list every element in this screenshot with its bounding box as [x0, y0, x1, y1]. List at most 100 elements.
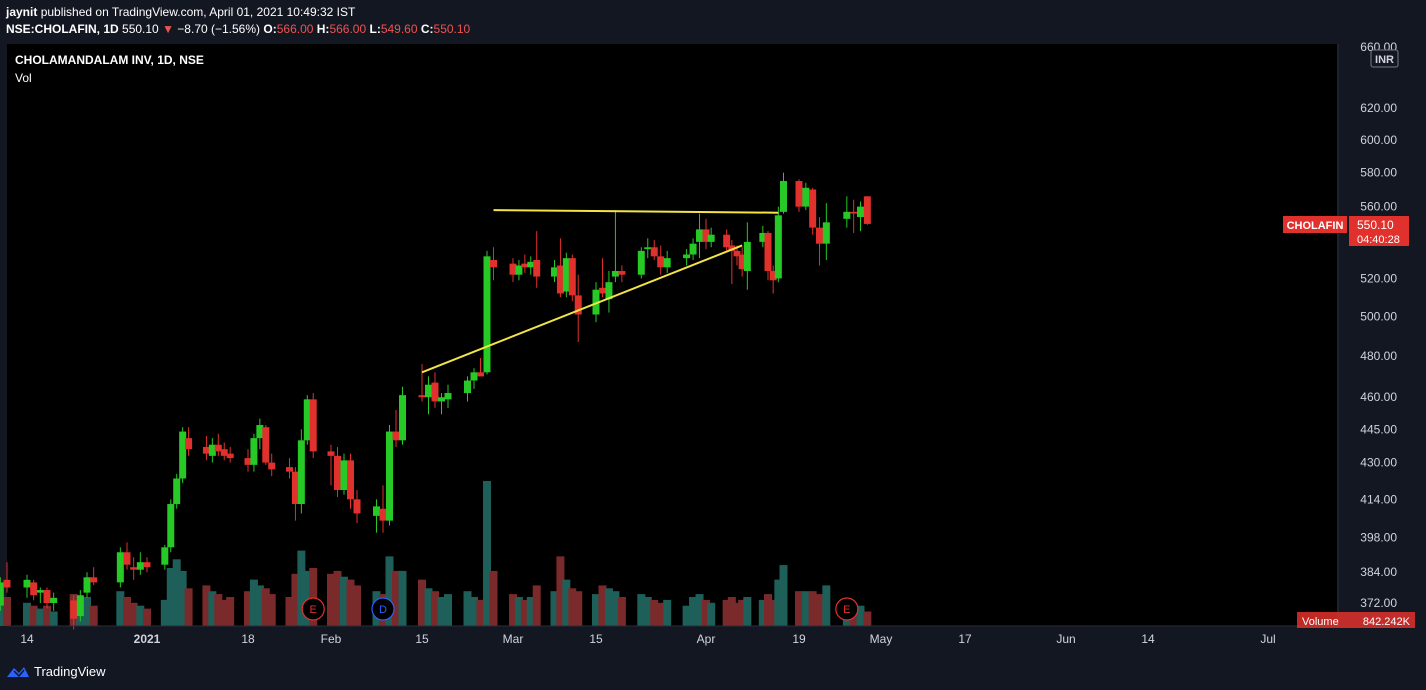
- candle-body: [347, 460, 354, 500]
- volume-bar: [83, 597, 91, 626]
- volume-bar: [249, 579, 258, 626]
- volume-bar: [483, 481, 491, 626]
- volume-bar: [89, 605, 98, 626]
- candle-body: [23, 579, 31, 588]
- candle: [399, 386, 406, 445]
- candle: [759, 225, 767, 248]
- dividend-marker-icon[interactable]: D: [371, 597, 395, 621]
- price-tag-bg: [1349, 216, 1409, 246]
- candle-body: [483, 256, 491, 373]
- candle: [379, 485, 387, 533]
- candle: [733, 245, 741, 266]
- candle: [562, 252, 570, 298]
- candle-body: [521, 263, 529, 268]
- volume-bar: [244, 591, 252, 626]
- candle-body: [418, 395, 426, 398]
- price-tick-label: 480.00: [1360, 349, 1397, 363]
- candle: [556, 238, 564, 298]
- price-axis[interactable]: 660.00620.00600.00580.00560.00520.00500.…: [1360, 40, 1397, 610]
- candle: [297, 429, 305, 514]
- time-tick-label: Jul: [1260, 632, 1275, 646]
- price-tick-label: 372.00: [1360, 596, 1397, 610]
- volume-bar: [650, 599, 659, 626]
- earnings-marker-icon[interactable]: E: [301, 597, 325, 621]
- candle: [738, 247, 746, 277]
- volume-bar: [808, 591, 817, 626]
- candle: [857, 201, 864, 232]
- candle-body: [850, 211, 858, 214]
- candle: [822, 203, 830, 260]
- volume-bar: [604, 588, 613, 626]
- candle: [477, 358, 484, 377]
- volume-bar: [392, 570, 400, 626]
- volume-bar: [346, 579, 355, 626]
- time-axis[interactable]: 14 2021 18 Feb 15 Mar 15 Apr 19 May 17 Jun 14 Jul: [20, 632, 1275, 646]
- tradingview-brand[interactable]: TradingView: [34, 664, 106, 679]
- candle-body: [226, 453, 234, 459]
- tradingview-logo-icon[interactable]: [6, 664, 30, 680]
- candle-body: [379, 508, 387, 521]
- volume-bar: [49, 611, 58, 626]
- candle-body: [780, 181, 787, 212]
- candle-body: [857, 206, 864, 218]
- candle: [696, 213, 704, 259]
- candle-body: [598, 287, 606, 294]
- volume-bar: [695, 594, 704, 626]
- earnings-marker-icon[interactable]: E: [835, 597, 859, 621]
- author-name[interactable]: jaynit: [6, 5, 38, 19]
- candle-body: [728, 245, 736, 251]
- price-tick-label: 560.00: [1360, 200, 1397, 214]
- candle-body: [769, 271, 777, 281]
- candles: [0, 172, 871, 630]
- candle-body: [592, 289, 600, 315]
- candle: [850, 199, 858, 233]
- ohlc-line: NSE:CHOLAFIN, 1D 550.10 ▼ −8.70 (−1.56%)…: [6, 22, 470, 36]
- candle-body: [268, 462, 276, 470]
- candle: [644, 238, 652, 259]
- candle: [167, 499, 175, 553]
- candle-body: [774, 215, 782, 279]
- chart-header: jaynit published on TradingView.com, Apr…: [0, 0, 1426, 44]
- candle: [161, 544, 169, 570]
- high-value: 566.00: [329, 22, 367, 36]
- trendline-resistance[interactable]: [493, 209, 779, 214]
- volume-bar: [656, 602, 665, 626]
- candle-body: [50, 597, 58, 603]
- candle-body: [733, 250, 741, 257]
- currency-badge[interactable]: [1370, 49, 1399, 68]
- candle-body: [334, 455, 341, 491]
- volume-tag-bg: [1297, 612, 1415, 628]
- time-tick-label: 15: [415, 632, 429, 646]
- candle-body: [438, 397, 445, 402]
- volume-bar: [291, 573, 300, 626]
- candle: [551, 259, 558, 283]
- candle: [816, 217, 823, 266]
- volume-bar: [815, 594, 824, 626]
- low-value: 549.60: [380, 22, 418, 36]
- candle-body: [551, 267, 558, 277]
- trendline-support[interactable]: [421, 244, 743, 374]
- candle: [340, 453, 348, 495]
- volume-bar: [617, 597, 626, 626]
- candle-body: [0, 582, 4, 606]
- volume-bar: [398, 570, 407, 626]
- plot-area[interactable]: [7, 44, 1337, 626]
- candle: [208, 438, 216, 463]
- candle-body: [179, 431, 187, 479]
- volume-bar: [23, 602, 31, 626]
- volume-bar: [303, 570, 312, 626]
- candle-body: [353, 499, 361, 514]
- trendlines[interactable]: [421, 209, 779, 374]
- candle-body: [386, 431, 393, 521]
- volume-bar: [743, 597, 752, 626]
- candle-body: [167, 504, 175, 548]
- candle: [50, 592, 58, 611]
- volume-bar: [255, 585, 264, 626]
- volume-bar: [779, 565, 788, 626]
- candle: [185, 427, 193, 456]
- candle-body: [303, 399, 311, 441]
- event-type: E: [843, 604, 850, 616]
- candle: [23, 574, 31, 598]
